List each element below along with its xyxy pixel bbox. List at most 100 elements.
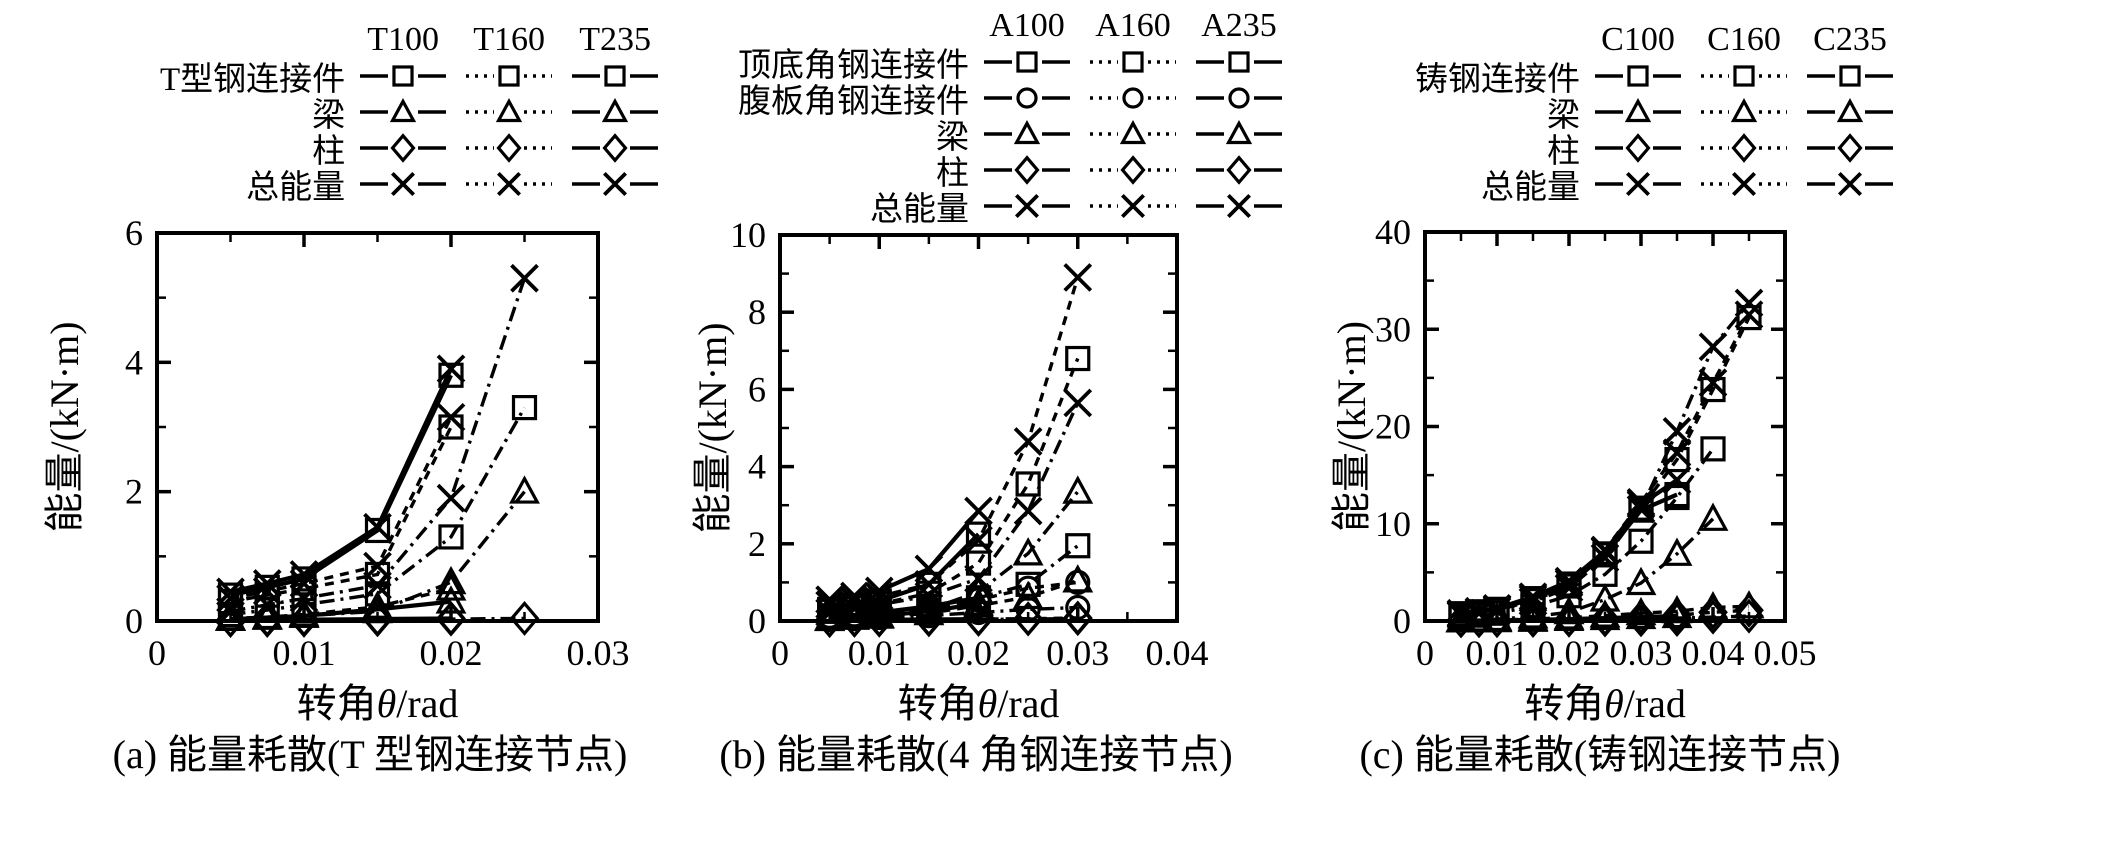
square-marker-icon [1839,65,1861,87]
x-marker-icon [436,483,466,513]
legend-row-label: 腹板角钢连接件 [738,84,969,120]
x-marker-icon [1734,288,1764,318]
square-marker-icon [1122,51,1144,73]
square-marker-icon [1627,65,1649,87]
legend-row-label: 柱 [312,134,346,170]
chart-panel-c: C100 C160 C235 铸钢连接件梁柱总能量 0 0.01 0.02 0.03 0.04… [1329,0,2101,853]
legend-line-sample [1193,153,1285,187]
circle-marker-icon [1065,594,1091,621]
x-marker-icon [1626,494,1656,524]
legend-line-sample [981,81,1073,115]
series-C160-square [1460,316,1751,617]
x-marker-icon [363,512,392,542]
triangle-marker-icon [1836,97,1864,123]
x-marker-icon [914,569,944,599]
legend-row-label: 总能量 [870,192,969,228]
legend-row-label: 柱 [936,156,969,192]
x-marker-icon [1837,171,1863,197]
y-tick-label: 2 [125,472,143,512]
triangle-marker-icon [1730,97,1758,123]
y-tick-label: 10 [1375,504,1411,544]
legend-b: A100 A160 A235 顶底角钢连接件 腹板角钢连接件梁柱总能量 [738,7,1289,228]
triangle-marker-icon [1517,600,1549,629]
diamond-marker-icon [1625,133,1651,163]
legend-line-sample [569,167,661,201]
caption-a: (a) 能量耗散(T 型钢连接节点) [112,732,628,777]
legend-column-header: T235 [579,21,652,58]
square-marker-icon [965,521,992,547]
x-marker-icon [864,590,894,620]
series-group-T235 [215,263,540,638]
y-axis-label: 能量/(kN·m) [42,321,87,532]
x-tick-label: 0.02 [947,633,1010,673]
legend-row-label: 总能量 [1481,170,1580,206]
legend-line-sample [1087,117,1179,151]
square-marker-icon [438,362,464,388]
diamond-marker-icon [289,602,319,638]
legend-column-header: C160 [1707,21,1781,58]
series-A235-diamond [829,616,1078,623]
y-tick-label: 8 [748,292,766,332]
x-marker-icon [363,571,392,600]
chart-panel-b: A100 A160 A235 顶底角钢连接件 腹板角钢连接件梁柱总能量 0 0.01 0.0… [690,0,1370,853]
series-group-C235 [1445,288,1764,639]
x-marker-icon [1063,388,1093,418]
triangle-marker-icon [1624,97,1652,123]
x-marker-icon [436,402,466,432]
square-marker-icon [1065,533,1091,559]
triangle-marker-icon [1697,502,1729,531]
plot-b: 0 0.01 0.02 0.03 0.04 0 2 4 6 8 10 能量/(kN·m) 转角θ/rad [690,215,1209,726]
series-group-A235 [814,388,1094,639]
legend-line-sample [1193,81,1285,115]
diamond-marker-icon [1734,592,1764,628]
legend-line-sample [1592,59,1684,93]
x-tick-label: 0.04 [1682,633,1745,673]
y-tick-label: 4 [748,447,766,487]
x-marker-icon [1662,417,1692,446]
diamond-marker-icon [509,600,540,636]
x-tick-label: 0 [1416,633,1434,673]
x-tick-label: 0 [771,633,789,673]
diamond-marker-icon [215,602,246,638]
triangle-marker-icon [1013,119,1041,145]
x-marker-icon [1590,535,1620,565]
square-marker-icon [604,65,626,87]
x-marker-icon [252,590,282,620]
x-tick-label: 0.05 [1754,633,1817,673]
x-marker-icon [964,525,993,555]
y-tick-label: 0 [748,601,766,641]
series-C235-square [1460,447,1715,619]
x-marker-icon [497,171,522,197]
legend-line-sample [1698,95,1790,129]
triangle-marker-icon [1661,537,1693,566]
axes: 0 0.01 0.02 0.03 0 2 4 6 [125,213,630,673]
y-tick-label: 2 [748,524,766,564]
circle-marker-icon [1016,87,1038,109]
legend-line-sample [1804,167,1896,201]
y-tick-label: 30 [1375,309,1411,349]
x-tick-label: 0.03 [567,633,630,673]
triangle-marker-icon [1012,537,1044,566]
y-tick-label: 10 [730,215,766,255]
diamond-marker-icon [362,602,393,638]
square-marker-icon [1664,446,1690,473]
diamond-marker-icon [1662,597,1692,633]
x-marker-icon [1698,332,1728,362]
legend-line-sample [1698,59,1790,93]
square-marker-icon [1664,484,1690,511]
legend-line-sample [463,95,555,129]
legend-line-sample [1698,167,1790,201]
triangle-marker-icon [390,97,417,123]
series-C160-x [1460,313,1751,616]
triangle-marker-icon [1625,600,1657,630]
x-marker-icon [1731,171,1757,197]
x-marker-icon [1625,171,1651,197]
square-marker-icon [1015,571,1041,597]
x-marker-icon [1063,263,1093,292]
legend-line-sample [463,131,555,165]
x-marker-icon [1734,300,1764,330]
triangle-marker-icon [435,572,467,601]
x-tick-label: 0.01 [848,633,911,673]
diamond-marker-icon [1062,601,1093,637]
